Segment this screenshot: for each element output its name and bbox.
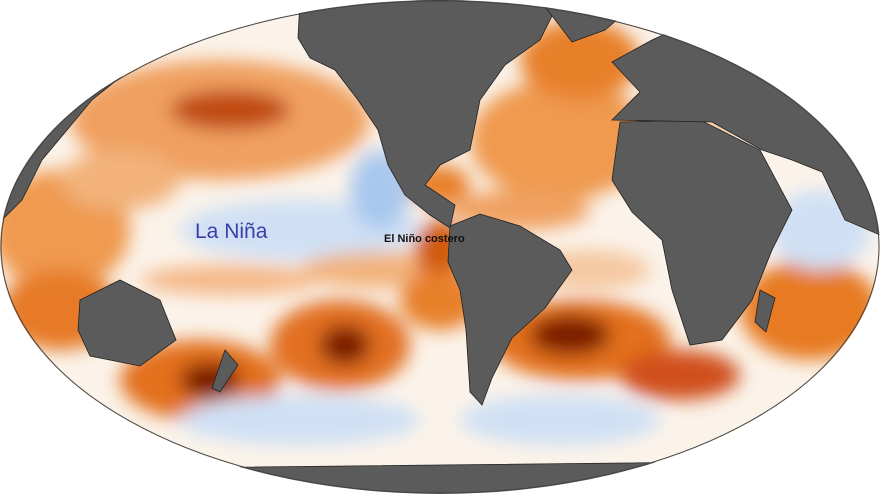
- anomaly-field: [0, 20, 880, 445]
- africa: [611, 119, 793, 346]
- new-zealand: [211, 349, 239, 393]
- australia: [77, 279, 177, 367]
- madagascar: [754, 289, 776, 333]
- south-america: [447, 213, 573, 406]
- el-nino-costero-label: El Niño costero: [384, 233, 465, 245]
- la-nina-label: La Niña: [195, 220, 268, 243]
